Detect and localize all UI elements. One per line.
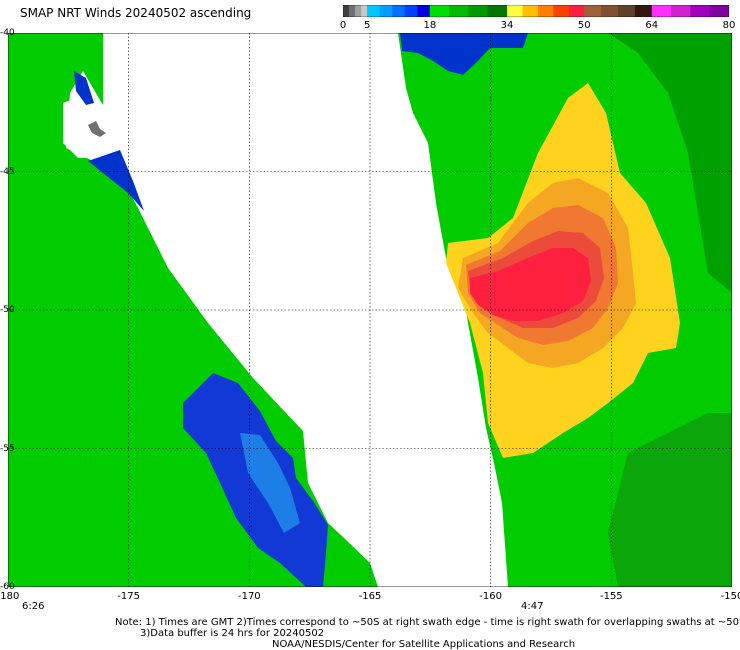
left-swath-blue-top	[74, 71, 94, 105]
colorbar-swatch	[404, 5, 418, 17]
latitude-tick-label: -60	[0, 582, 15, 592]
island-speck	[88, 121, 106, 137]
colorbar-tick-label: 64	[645, 20, 659, 31]
wind-swath-map	[8, 33, 732, 587]
right-swath-dark-green-2	[608, 413, 732, 587]
left-swath-time: 6:26	[22, 601, 45, 612]
note-line-2: 3)Data buffer is 24 hrs for 20240502	[140, 628, 325, 639]
colorbar-swatch	[343, 5, 350, 17]
longitude-tick-label: -170	[237, 591, 261, 602]
colorbar-tick-label: 80	[722, 20, 736, 31]
colorbar-swatch	[468, 5, 489, 17]
longitude-tick-label: -160	[479, 591, 503, 602]
left-swath-blue-mid	[88, 150, 144, 211]
storm-wind-50kt-core	[470, 248, 591, 321]
longitude-tick-label: -175	[117, 591, 141, 602]
colorbar-tick-label: 34	[500, 20, 514, 31]
colorbar-tick-label: 0	[339, 20, 347, 31]
colorbar-tick-label: 18	[423, 20, 437, 31]
colorbar-swatch	[690, 5, 711, 17]
colorbar-swatch	[487, 5, 508, 17]
colorbar-swatch	[553, 5, 570, 17]
colorbar-swatch	[568, 5, 585, 17]
colorbar-swatch	[522, 5, 539, 17]
colorbar-swatch	[671, 5, 691, 17]
colorbar-swatch	[634, 5, 653, 17]
colorbar-swatch	[537, 5, 554, 17]
colorbar-swatch	[367, 5, 381, 17]
colorbar-swatch	[392, 5, 406, 17]
right-swath-dark-green	[608, 33, 732, 293]
colorbar-swatch	[361, 5, 368, 17]
colorbar-swatch	[449, 5, 469, 17]
colorbar-swatch	[601, 5, 619, 17]
colorbar-swatch	[417, 5, 431, 17]
latitude-tick-label: -45	[0, 166, 15, 177]
latitude-tick-label: -40	[0, 28, 15, 38]
longitude-tick-label: -180	[0, 591, 20, 602]
colorbar-swatch	[507, 5, 523, 17]
longitude-tick-label: -155	[599, 591, 623, 602]
note-line-1: Note: 1) Times are GMT 2)Times correspon…	[115, 617, 740, 628]
colorbar-swatch	[349, 5, 356, 17]
latitude-tick-label: -55	[0, 443, 15, 454]
colorbar-swatch	[379, 5, 393, 17]
colorbar-swatch	[355, 5, 362, 17]
colorbar-swatch	[709, 5, 729, 17]
longitude-tick-label: -150	[720, 591, 740, 602]
left-swath-light-blue	[240, 433, 300, 533]
right-swath-blue-top	[400, 33, 528, 75]
left-swath-gap	[63, 95, 104, 158]
colorbar-swatch	[429, 5, 450, 17]
colorbar-tick-label: 50	[577, 20, 591, 31]
credit-line: NOAA/NESDIS/Center for Satellite Applica…	[272, 639, 576, 650]
colorbar-swatch	[584, 5, 602, 17]
longitude-tick-label: -165	[358, 591, 382, 602]
colorbar-swatch	[651, 5, 672, 17]
wind-speed-colorbar	[343, 5, 729, 17]
latitude-tick-label: -50	[0, 305, 15, 315]
colorbar-tick-label: 5	[363, 20, 371, 31]
map-title: SMAP NRT Winds 20240502 ascending	[20, 6, 252, 20]
colorbar-swatch	[618, 5, 636, 17]
right-swath-time: 4:47	[521, 601, 544, 612]
